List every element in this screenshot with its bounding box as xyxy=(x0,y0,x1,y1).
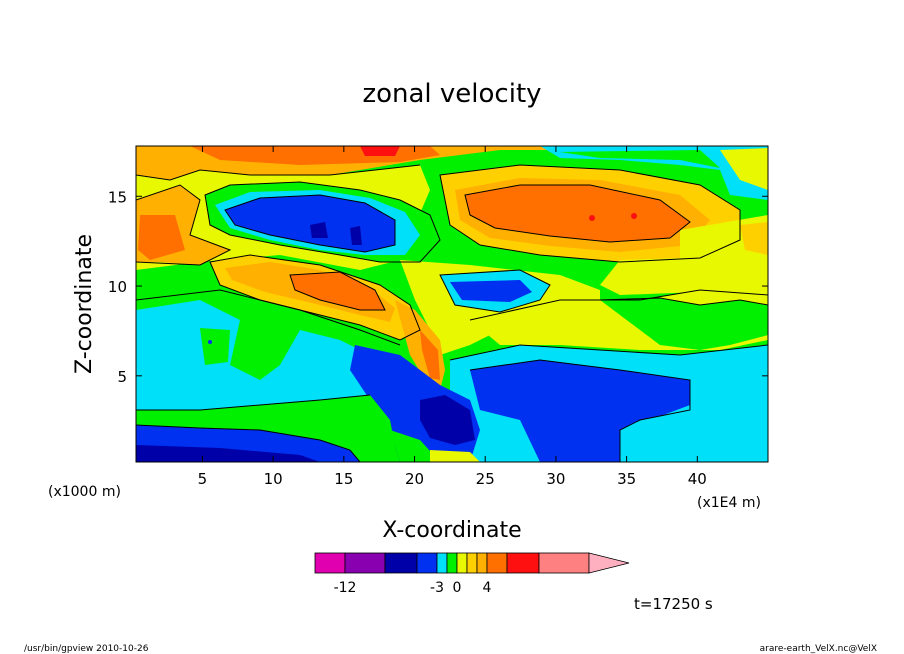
colorbar-segment xyxy=(466,552,478,574)
time-label: t=17250 s xyxy=(634,595,713,613)
colorbar-segment xyxy=(538,552,590,574)
y-tick-label: 15 xyxy=(108,188,127,206)
x-tick-label: 25 xyxy=(476,470,495,488)
colorbar-segment xyxy=(456,552,468,574)
x-tick-label: 35 xyxy=(617,470,636,488)
colorbar-tick-label: 0 xyxy=(453,580,462,596)
colorbar-segment xyxy=(446,552,458,574)
colorbar-segment xyxy=(314,552,346,574)
x-tick-label: 40 xyxy=(688,470,707,488)
contour-fill xyxy=(136,146,768,462)
contour-lines xyxy=(136,164,768,462)
y-axis-label: Z-coordinate xyxy=(72,234,97,374)
colorbar-tick-label: 4 xyxy=(483,580,492,596)
x-tick-label: 15 xyxy=(334,470,353,488)
colorbar-tick-label: -12 xyxy=(334,580,357,596)
y-tick-label: 10 xyxy=(108,278,127,296)
colorbar-extend-arrow xyxy=(588,552,630,574)
colorbar-segment xyxy=(436,552,448,574)
colorbar-labels: -12 -3 0 4 xyxy=(334,580,492,596)
colorbar-segment xyxy=(384,552,418,574)
colorbar xyxy=(314,552,630,574)
x-tick-label: 20 xyxy=(405,470,424,488)
y-axis: 5 10 15 xyxy=(108,188,768,386)
colorbar-segment xyxy=(416,552,438,574)
colorbar-tick-label: -3 xyxy=(430,580,444,596)
plot-area: 5 10 15 20 25 30 35 40 5 10 15 xyxy=(108,145,769,488)
footer-left: /usr/bin/gpview 2010-10-26 xyxy=(24,644,149,654)
y-tick-label: 5 xyxy=(117,368,127,386)
colorbar-segment xyxy=(344,552,386,574)
x-unit-left: (x1000 m) xyxy=(48,484,121,500)
x-axis-label: X-coordinate xyxy=(382,518,521,543)
x-axis: 5 10 15 20 25 30 35 40 xyxy=(198,146,707,488)
x-tick-label: 30 xyxy=(546,470,565,488)
x-unit-right: (x1E4 m) xyxy=(697,495,761,511)
colorbar-segment xyxy=(476,552,488,574)
footer-right: arare-earth_VelX.nc@VelX xyxy=(760,644,877,654)
colorbar-segment xyxy=(506,552,540,574)
chart-title: zonal velocity xyxy=(362,79,541,109)
colorbar-segment xyxy=(486,552,508,574)
x-tick-label: 5 xyxy=(198,470,208,488)
plot-frame xyxy=(135,145,769,463)
x-tick-label: 10 xyxy=(264,470,283,488)
